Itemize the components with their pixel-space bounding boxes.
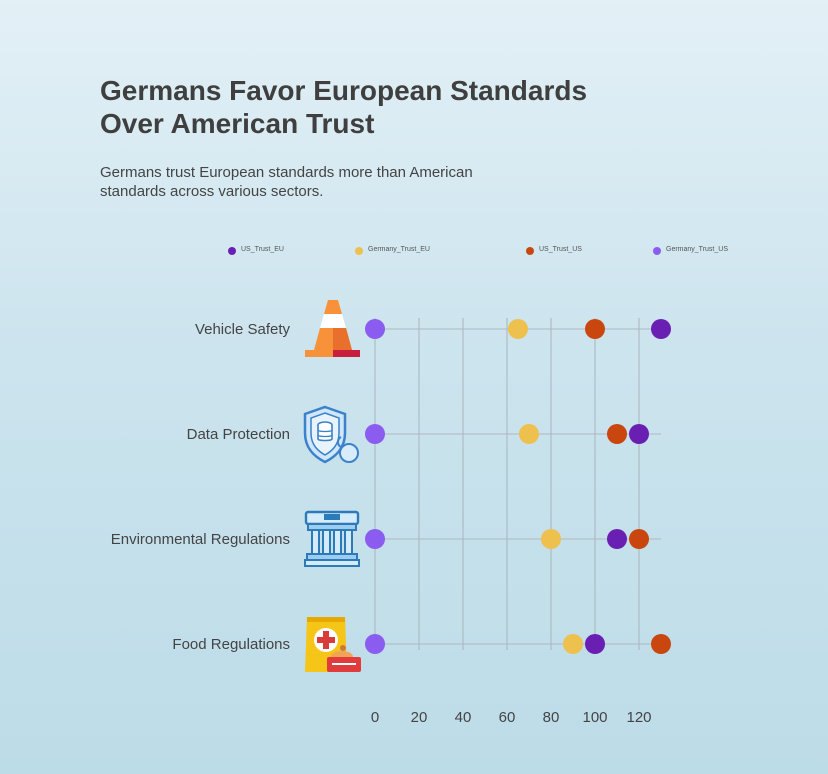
data-point-Germany_Trust_EU[interactable] [563, 634, 583, 654]
data-point-Germany_Trust_EU[interactable] [541, 529, 561, 549]
legend-item-US_Trust_EU[interactable]: US_Trust_EU [228, 246, 284, 255]
legend-swatch [653, 247, 661, 255]
government-building-icon [304, 510, 360, 567]
x-tick-label: 80 [543, 709, 560, 726]
chart-title-line: Over American Trust [100, 108, 375, 139]
chart-title-line: Germans Favor European Standards [100, 75, 588, 106]
legend-label: US_Trust_US [539, 246, 582, 253]
legend: US_Trust_EU Germany_Trust_EU US_Trust_US Ge… [228, 246, 728, 255]
legend-swatch [228, 247, 236, 255]
legend-swatch [355, 247, 363, 255]
chart-subtitle-line: Germans trust European standards more th… [100, 164, 473, 181]
x-axis-ticks: 0 20 40 60 80 100 120 [371, 709, 652, 726]
legend-swatch [526, 247, 534, 255]
data-point-Germany_Trust_EU[interactable] [519, 424, 539, 444]
legend-item-Germany_Trust_EU[interactable]: Germany_Trust_EU [355, 246, 430, 255]
data-point-US_Trust_US[interactable] [585, 319, 605, 339]
chart-subtitle: Germans trust European standards more th… [100, 163, 540, 201]
data-point-US_Trust_US[interactable] [607, 424, 627, 444]
traffic-cone-icon [305, 300, 360, 357]
x-tick-label: 0 [371, 709, 379, 726]
x-tick-label: 100 [582, 709, 607, 726]
category-label: Data Protection [187, 426, 290, 443]
legend-label: US_Trust_EU [241, 246, 284, 253]
data-point-US_Trust_US[interactable] [651, 634, 671, 654]
data-point-US_Trust_EU[interactable] [629, 424, 649, 444]
category-row: Data Protection [187, 424, 661, 444]
legend-label: Germany_Trust_EU [368, 246, 430, 253]
data-point-US_Trust_EU[interactable] [585, 634, 605, 654]
data-point-US_Trust_EU[interactable] [651, 319, 671, 339]
category-row: Environmental Regulations [111, 529, 661, 549]
legend-item-US_Trust_US[interactable]: US_Trust_US [526, 246, 582, 255]
x-tick-label: 60 [499, 709, 516, 726]
category-label: Environmental Regulations [111, 531, 290, 548]
category-icons [303, 300, 361, 672]
category-row: Vehicle Safety [195, 319, 671, 339]
category-row: Food Regulations [172, 634, 671, 654]
legend-label: Germany_Trust_US [666, 246, 728, 253]
data-point-Germany_Trust_US[interactable] [365, 529, 385, 549]
x-tick-label: 40 [455, 709, 472, 726]
grid-lines [374, 318, 640, 650]
data-point-Germany_Trust_US[interactable] [365, 424, 385, 444]
x-tick-label: 20 [411, 709, 428, 726]
food-package-icon [305, 617, 361, 672]
data-point-Germany_Trust_US[interactable] [365, 319, 385, 339]
data-point-Germany_Trust_EU[interactable] [508, 319, 528, 339]
data-point-Germany_Trust_US[interactable] [365, 634, 385, 654]
chart-title: Germans Favor European Standards Over Am… [100, 74, 660, 140]
data-point-US_Trust_EU[interactable] [607, 529, 627, 549]
chart-subtitle-line: standards across various sectors. [100, 183, 324, 200]
category-label: Food Regulations [172, 636, 290, 653]
data-point-US_Trust_US[interactable] [629, 529, 649, 549]
x-tick-label: 120 [626, 709, 651, 726]
shield-data-icon [303, 405, 359, 464]
category-label: Vehicle Safety [195, 321, 291, 338]
category-rows: Vehicle Safety Data Protection Environment… [111, 319, 671, 654]
legend-item-Germany_Trust_US[interactable]: Germany_Trust_US [653, 246, 728, 255]
